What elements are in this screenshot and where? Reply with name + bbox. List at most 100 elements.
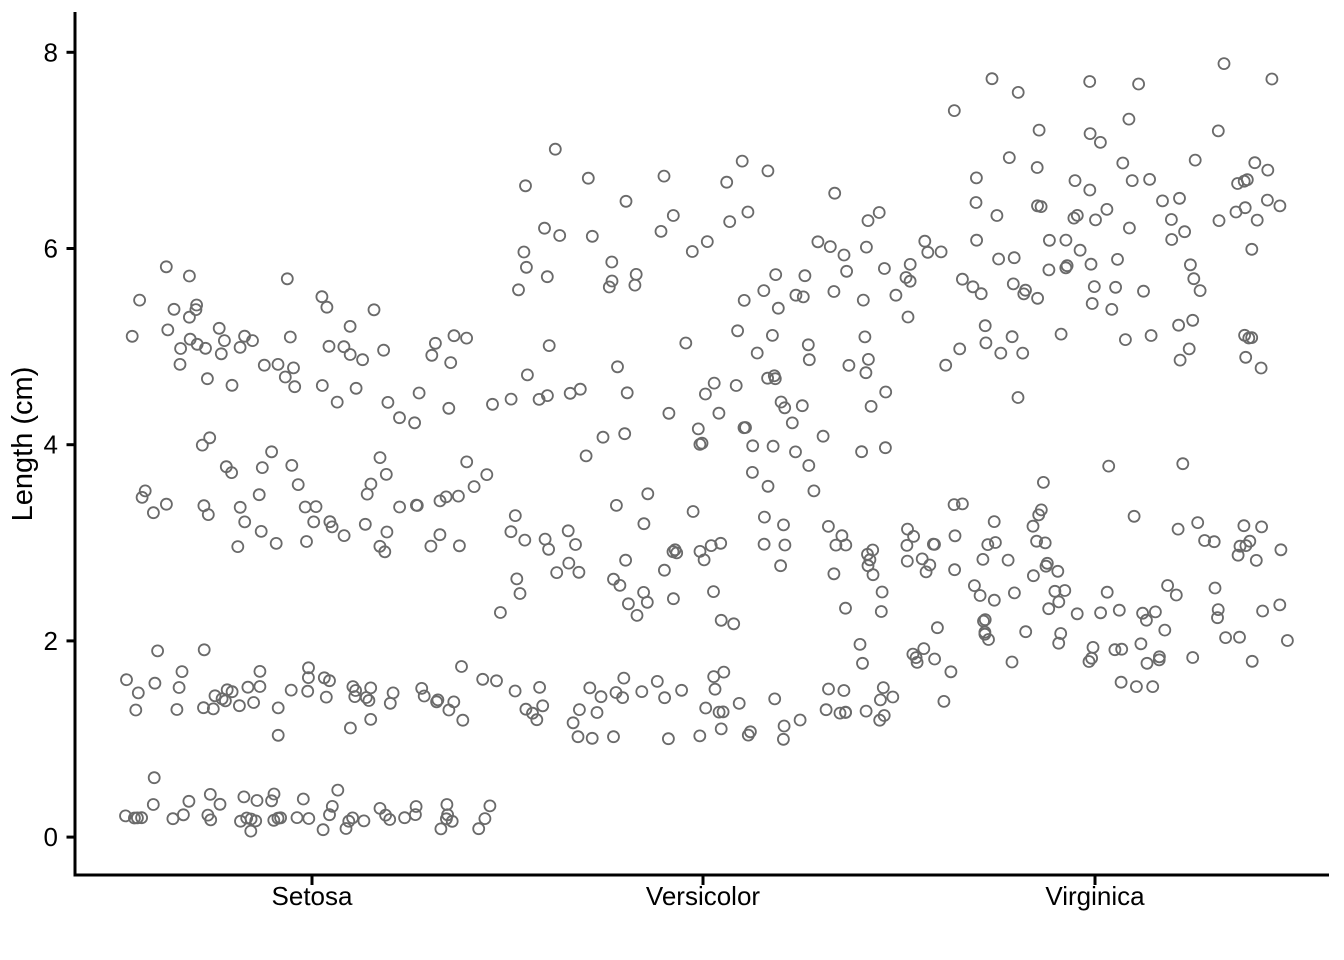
data-point [572,565,586,579]
data-point [707,670,721,683]
data-point [605,255,619,269]
data-point [337,529,351,542]
data-point [315,290,329,304]
data-point [1245,654,1259,668]
y-axis-ticks: 0 2 4 6 8 [44,37,75,852]
data-point [766,328,779,342]
data-point [1019,283,1032,297]
data-point [322,339,336,353]
data-point [928,652,941,666]
data-point [956,272,969,286]
data-point [1054,627,1068,640]
data-point [1083,75,1097,88]
data-point [635,685,649,698]
data-point [637,517,651,531]
data-point [1171,522,1185,536]
data-point [921,245,935,259]
data-point [417,689,431,703]
data-point [757,537,771,551]
data-point [915,552,929,566]
data-point [455,660,468,673]
data-point [1211,611,1224,625]
data-point [1140,656,1154,670]
data-point [727,617,741,631]
data-point [296,792,310,806]
data-point [761,164,775,178]
data-point [1250,213,1264,227]
data-point [1112,603,1126,617]
data-point [1042,602,1056,616]
data-point [973,589,987,602]
data-point [493,606,507,619]
data-point [309,500,323,514]
data-point [579,449,593,463]
data-point [172,681,186,694]
data-point [1102,459,1116,473]
data-point [357,814,371,828]
data-point [875,585,889,599]
data-point [1178,225,1191,239]
data-point [840,264,853,278]
data-point [569,538,582,551]
data-point [1100,585,1114,599]
data-point [356,353,370,367]
data-point [1261,163,1275,177]
data-point [889,288,903,302]
data-point [901,310,915,324]
y-tick-label: 2 [44,626,58,656]
data-point [532,392,546,406]
data-point [1248,156,1262,170]
data-point [213,797,227,811]
data-point [253,680,267,693]
data-point [472,822,486,836]
data-point [723,215,737,229]
data-point [1039,559,1053,573]
data-point [278,370,292,384]
data-point [1030,161,1044,174]
data-point [768,692,782,706]
data-point [244,824,258,838]
data-point [265,445,279,459]
data-point [697,553,711,567]
data-point [238,515,252,529]
data-point [874,605,888,618]
data-point [856,293,870,307]
data-point [1048,584,1062,598]
data-point [1108,643,1122,657]
data-point [737,421,751,435]
data-point [1212,214,1226,228]
data-point [716,705,730,719]
data-point [720,175,734,189]
data-point [903,257,917,271]
data-point [513,587,527,600]
data-point [610,498,623,512]
data-point [467,480,481,494]
data-point [970,233,983,247]
data-point [979,336,993,350]
data-point [1143,172,1156,186]
data-point [1237,519,1251,533]
data-point [434,822,448,836]
data-point [269,537,283,550]
data-point [758,510,771,524]
data-point [994,346,1008,360]
data-point [337,340,351,354]
data-point [585,229,599,243]
data-point [861,214,875,228]
data-point [201,508,215,521]
data-point [833,706,847,720]
data-point [735,154,749,168]
data-point [274,811,288,825]
data-point [903,274,917,288]
data-point [801,338,815,352]
data-point [842,358,856,372]
data-point [1083,127,1097,141]
data-point [1265,72,1279,86]
data-point [798,269,812,283]
data-point [872,206,886,219]
data-point [737,293,751,307]
data-point [917,642,931,655]
data-point [241,680,255,694]
data-point [119,809,132,823]
data-point [1191,516,1205,529]
